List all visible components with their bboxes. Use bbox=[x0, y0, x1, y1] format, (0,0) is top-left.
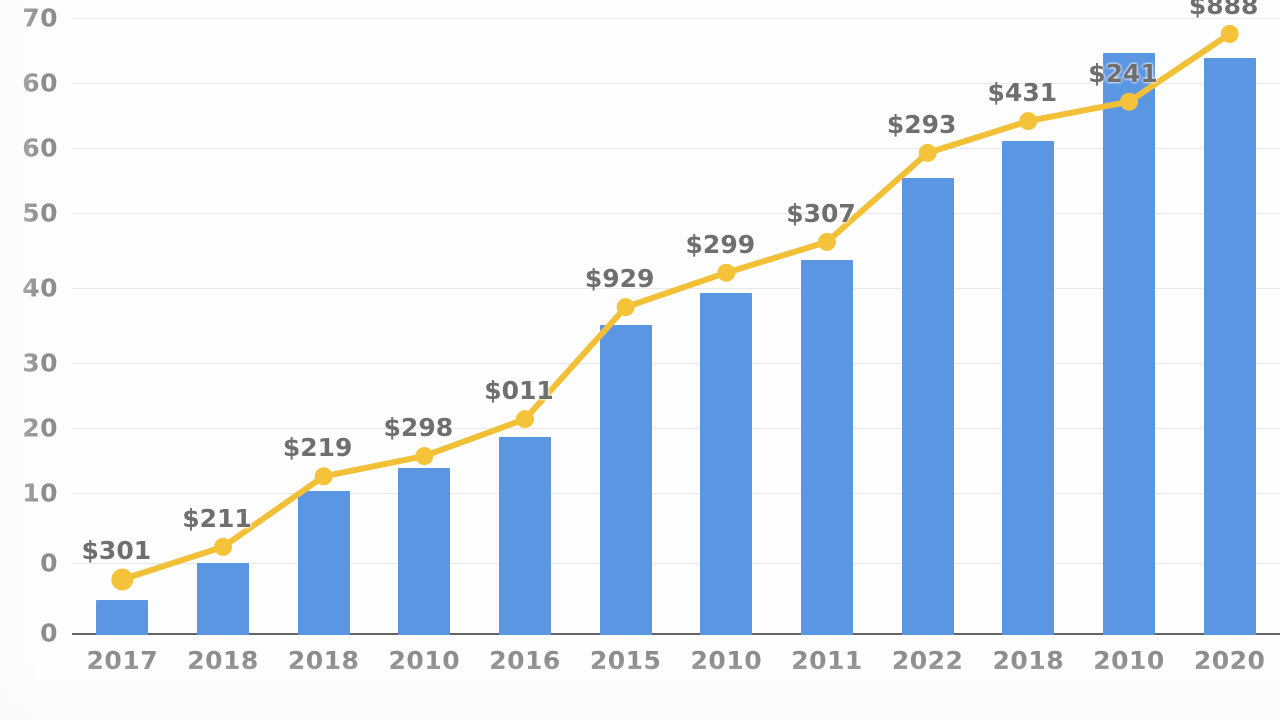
y-axis-tick-label: 40 bbox=[22, 273, 58, 303]
y-axis-tick-label: 30 bbox=[22, 348, 58, 378]
gridline bbox=[72, 213, 1280, 214]
line-marker bbox=[1220, 24, 1239, 43]
gridline bbox=[72, 83, 1280, 84]
y-axis-tick-label: 60 bbox=[22, 68, 58, 98]
plot-area: 70 60 60 50 40 30 20 10 0 0 $301 $211 $219 $298 $011 $… bbox=[22, 0, 1280, 646]
bar bbox=[96, 599, 149, 635]
bar bbox=[197, 562, 249, 635]
data-point-label: $301 bbox=[81, 536, 152, 566]
bar bbox=[700, 293, 753, 635]
line-marker bbox=[214, 537, 232, 556]
x-axis-tick-label: 2016 bbox=[489, 646, 561, 675]
data-point-label: $307 bbox=[786, 198, 856, 228]
bar bbox=[297, 491, 350, 635]
y-axis-tick-label: 20 bbox=[22, 413, 58, 443]
x-axis-line bbox=[72, 633, 1280, 635]
line-marker bbox=[1120, 92, 1138, 111]
bar bbox=[901, 178, 954, 635]
y-axis-tick-label: 0 bbox=[40, 618, 58, 648]
x-axis-tick-label: 2015 bbox=[589, 646, 662, 675]
line-series-svg bbox=[111, 24, 1239, 591]
y-axis-tick-label: 0 bbox=[40, 548, 58, 578]
gridline bbox=[72, 148, 1280, 149]
line-marker bbox=[918, 143, 937, 162]
gridline bbox=[72, 493, 1280, 494]
data-point-label: $299 bbox=[685, 229, 756, 259]
bar-series bbox=[72, 0, 1280, 635]
gridline bbox=[72, 428, 1280, 429]
x-axis-tick-label: 2018 bbox=[992, 646, 1065, 675]
x-axis: 2017 2018 2018 2010 2016 2015 2010 2011 2022 2018… bbox=[72, 640, 1280, 690]
data-point-label: $888 bbox=[1188, 0, 1259, 20]
data-point-label: $929 bbox=[584, 264, 655, 294]
data-point-label: $298 bbox=[383, 413, 454, 443]
x-axis-tick-label: 2010 bbox=[388, 646, 461, 675]
bar bbox=[1002, 141, 1055, 635]
x-axis-tick-label: 2017 bbox=[86, 646, 159, 675]
line-path bbox=[119, 30, 1233, 583]
x-axis-tick-label: 2018 bbox=[187, 646, 259, 675]
gridline bbox=[72, 363, 1280, 364]
data-point-label: $219 bbox=[282, 433, 353, 463]
data-labels-layer: $301 $211 $219 $298 $011 $929 $299 $307 $293 $431… bbox=[72, 0, 1280, 635]
line-marker bbox=[616, 298, 635, 317]
data-point-label: $211 bbox=[182, 503, 252, 533]
x-axis-tick-label: 2018 bbox=[287, 646, 360, 675]
bar bbox=[1203, 57, 1256, 635]
bar bbox=[499, 436, 551, 635]
bar bbox=[398, 467, 451, 635]
x-axis-tick-label: 2020 bbox=[1193, 646, 1266, 675]
x-axis-tick-label: 2010 bbox=[690, 646, 763, 675]
bar bbox=[1103, 53, 1155, 635]
line-marker bbox=[516, 410, 534, 429]
gridline bbox=[72, 563, 1280, 564]
y-axis-tick-label: 50 bbox=[22, 198, 58, 228]
data-point-label: $293 bbox=[886, 109, 957, 139]
x-axis-tick-label: 2022 bbox=[891, 646, 964, 675]
x-axis-tick-label: 2011 bbox=[791, 646, 863, 675]
line-marker bbox=[717, 263, 736, 282]
line-marker bbox=[111, 568, 134, 591]
x-axis-tick-label: 2010 bbox=[1093, 646, 1165, 675]
data-point-label: $431 bbox=[987, 78, 1058, 108]
data-point-label: $011 bbox=[484, 376, 554, 406]
line-marker bbox=[818, 232, 836, 251]
line-marker bbox=[1019, 112, 1038, 131]
bar bbox=[801, 260, 853, 635]
y-axis-tick-label: 10 bbox=[22, 478, 58, 508]
y-axis-tick-label: 60 bbox=[22, 133, 58, 163]
line-series bbox=[72, 0, 1280, 635]
data-point-label: $241 bbox=[1088, 58, 1158, 88]
bar bbox=[599, 324, 652, 635]
line-marker bbox=[314, 467, 333, 486]
gridline bbox=[72, 18, 1280, 19]
line-marker bbox=[415, 447, 434, 466]
line-markers bbox=[111, 24, 1239, 591]
y-axis-tick-label: 70 bbox=[22, 3, 58, 33]
